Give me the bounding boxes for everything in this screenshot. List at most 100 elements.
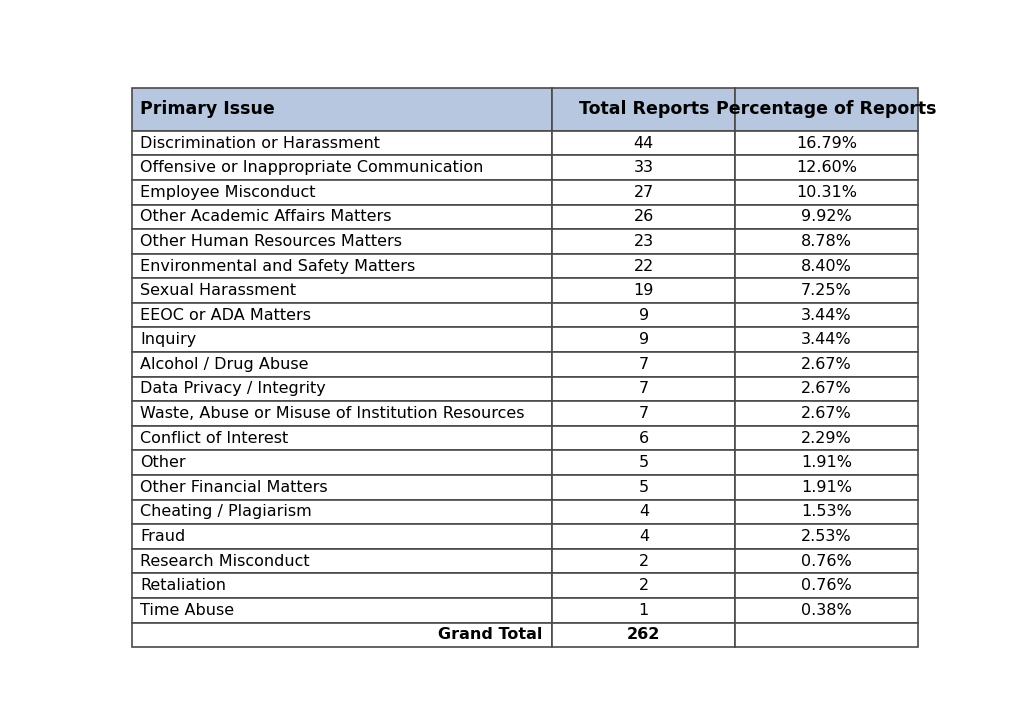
Bar	[132, 89, 552, 131]
Text: 4: 4	[639, 505, 649, 520]
Text: Data Privacy / Integrity: Data Privacy / Integrity	[140, 381, 326, 396]
Bar	[552, 377, 735, 401]
Bar	[552, 327, 735, 352]
Bar	[132, 180, 552, 205]
Text: 2.67%: 2.67%	[801, 381, 852, 396]
Bar	[132, 499, 552, 524]
Bar	[735, 475, 918, 499]
Text: Research Misconduct: Research Misconduct	[140, 554, 309, 568]
Text: 5: 5	[639, 480, 649, 495]
Text: Grand Total: Grand Total	[438, 627, 543, 643]
Text: 16.79%: 16.79%	[796, 136, 857, 150]
Bar	[735, 549, 918, 574]
Bar	[132, 278, 552, 303]
Bar	[552, 450, 735, 475]
Text: 262: 262	[627, 627, 660, 643]
Bar	[735, 205, 918, 229]
Bar	[132, 352, 552, 377]
Bar	[132, 475, 552, 499]
Text: 7: 7	[639, 406, 649, 421]
Bar	[735, 327, 918, 352]
Text: 7: 7	[639, 381, 649, 396]
Text: 8.40%: 8.40%	[801, 258, 852, 274]
Text: Retaliation: Retaliation	[140, 579, 226, 593]
Text: 10.31%: 10.31%	[796, 184, 857, 200]
Bar	[735, 352, 918, 377]
Text: Employee Misconduct: Employee Misconduct	[140, 184, 315, 200]
Bar	[552, 623, 735, 648]
Bar	[735, 623, 918, 648]
Bar	[735, 426, 918, 450]
Bar	[735, 377, 918, 401]
Bar	[552, 574, 735, 598]
Bar	[552, 89, 735, 131]
Bar	[132, 574, 552, 598]
Text: Alcohol / Drug Abuse: Alcohol / Drug Abuse	[140, 357, 308, 372]
Bar	[735, 475, 918, 499]
Text: 0.76%: 0.76%	[801, 554, 852, 568]
Bar	[735, 499, 918, 524]
Bar	[132, 303, 552, 327]
Text: 23: 23	[634, 234, 654, 249]
Text: Waste, Abuse or Misuse of Institution Resources: Waste, Abuse or Misuse of Institution Re…	[140, 406, 524, 421]
Bar	[132, 377, 552, 401]
Text: Total Reports: Total Reports	[579, 100, 709, 118]
Text: 3.44%: 3.44%	[801, 308, 852, 322]
Bar	[132, 205, 552, 229]
Bar	[735, 450, 918, 475]
Bar	[552, 205, 735, 229]
Bar	[552, 475, 735, 499]
Bar	[735, 229, 918, 253]
Bar	[552, 180, 735, 205]
Bar	[132, 278, 552, 303]
Bar	[132, 598, 552, 623]
Bar	[735, 598, 918, 623]
Bar	[552, 524, 735, 549]
Text: 2.67%: 2.67%	[801, 357, 852, 372]
Bar	[735, 450, 918, 475]
Bar	[132, 524, 552, 549]
Bar	[552, 598, 735, 623]
Text: 3.44%: 3.44%	[801, 333, 852, 347]
Bar	[132, 401, 552, 426]
Bar	[132, 426, 552, 450]
Text: Other Academic Affairs Matters: Other Academic Affairs Matters	[140, 209, 391, 224]
Bar	[132, 205, 552, 229]
Bar	[552, 499, 735, 524]
Text: Conflict of Interest: Conflict of Interest	[140, 431, 288, 446]
Text: 5: 5	[639, 455, 649, 470]
Text: Cheating / Plagiarism: Cheating / Plagiarism	[140, 505, 311, 520]
Bar	[552, 303, 735, 327]
Bar	[735, 278, 918, 303]
Bar	[735, 253, 918, 278]
Bar	[552, 131, 735, 155]
Text: 1.53%: 1.53%	[801, 505, 852, 520]
Bar	[552, 89, 735, 131]
Bar	[552, 180, 735, 205]
Text: Inquiry: Inquiry	[140, 333, 197, 347]
Bar	[735, 180, 918, 205]
Text: Environmental and Safety Matters: Environmental and Safety Matters	[140, 258, 415, 274]
Text: 2.29%: 2.29%	[801, 431, 852, 446]
Bar	[735, 131, 918, 155]
Bar	[735, 327, 918, 352]
Bar	[552, 229, 735, 253]
Text: Percentage of Reports: Percentage of Reports	[716, 100, 937, 118]
Bar	[132, 549, 552, 574]
Bar	[552, 303, 735, 327]
Text: 6: 6	[639, 431, 649, 446]
Bar	[132, 253, 552, 278]
Text: 33: 33	[634, 160, 654, 175]
Bar	[132, 623, 552, 648]
Bar	[552, 475, 735, 499]
Text: 1.91%: 1.91%	[801, 480, 852, 495]
Bar	[552, 253, 735, 278]
Bar	[735, 524, 918, 549]
Text: 8.78%: 8.78%	[801, 234, 852, 249]
Bar	[132, 303, 552, 327]
Bar	[552, 401, 735, 426]
Bar	[552, 352, 735, 377]
Bar	[132, 401, 552, 426]
Text: Other Financial Matters: Other Financial Matters	[140, 480, 328, 495]
Bar	[552, 426, 735, 450]
